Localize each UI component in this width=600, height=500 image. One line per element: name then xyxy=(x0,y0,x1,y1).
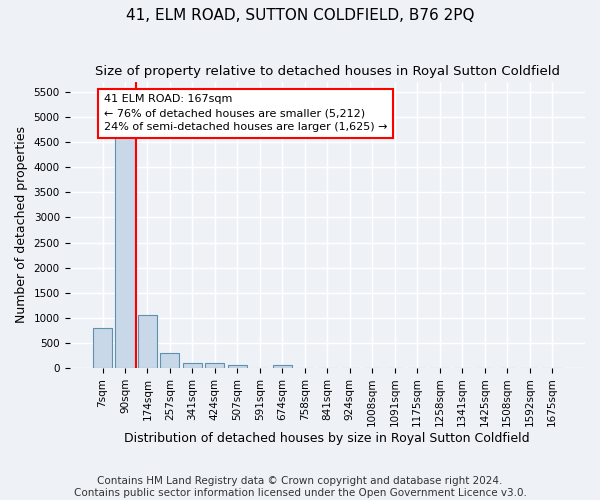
X-axis label: Distribution of detached houses by size in Royal Sutton Coldfield: Distribution of detached houses by size … xyxy=(124,432,530,445)
Bar xyxy=(273,366,292,368)
Bar xyxy=(228,366,247,368)
Bar xyxy=(205,363,224,368)
Bar xyxy=(138,316,157,368)
Bar xyxy=(183,363,202,368)
Title: Size of property relative to detached houses in Royal Sutton Coldfield: Size of property relative to detached ho… xyxy=(95,65,560,78)
Text: 41 ELM ROAD: 167sqm
← 76% of detached houses are smaller (5,212)
24% of semi-det: 41 ELM ROAD: 167sqm ← 76% of detached ho… xyxy=(104,94,387,132)
Text: Contains HM Land Registry data © Crown copyright and database right 2024.
Contai: Contains HM Land Registry data © Crown c… xyxy=(74,476,526,498)
Bar xyxy=(93,328,112,368)
Text: 41, ELM ROAD, SUTTON COLDFIELD, B76 2PQ: 41, ELM ROAD, SUTTON COLDFIELD, B76 2PQ xyxy=(126,8,474,22)
Bar xyxy=(115,106,134,368)
Y-axis label: Number of detached properties: Number of detached properties xyxy=(15,126,28,324)
Bar xyxy=(160,353,179,368)
